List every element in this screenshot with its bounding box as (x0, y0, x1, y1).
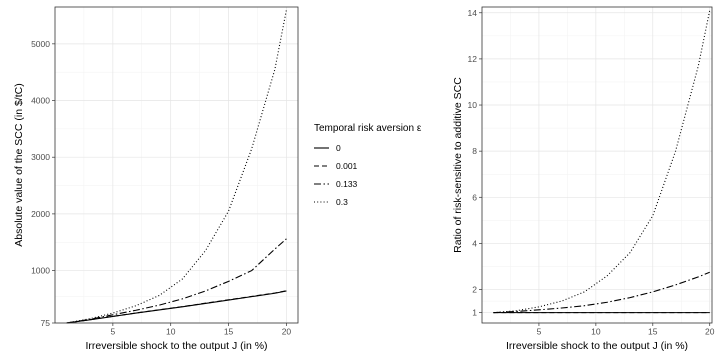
series-line-0-3 (493, 10, 711, 314)
x-tick-label: 10 (166, 327, 176, 337)
legend-label: 0.001 (336, 161, 358, 171)
plot-area (482, 7, 712, 323)
x-tick-label: 20 (705, 327, 715, 337)
y-axis-title: Ratio of risk-sensitive to additive SCC (452, 77, 464, 253)
y-tick-label: 4 (472, 238, 477, 248)
legend: Temporal risk aversion ε 0 0.001 0.133 0.3 (314, 123, 422, 207)
x-axis-title: Irreversible shock to the output J (in %… (85, 340, 267, 352)
y-tick-label: 6 (472, 192, 477, 202)
series-line-0-3 (66, 9, 287, 324)
x-tick-label: 15 (648, 327, 658, 337)
y-tick-label: 2 (472, 285, 477, 295)
y-tick-label: 12 (468, 54, 478, 64)
y-axis-title: Absolute value of the SCC (in $/tC) (13, 83, 25, 246)
series-line-0-133 (493, 271, 710, 314)
y-tick-label: 1 (472, 308, 477, 318)
y-tick-label: 3000 (31, 152, 50, 162)
x-tick-label: 10 (591, 327, 601, 337)
y-tick-label: 10 (468, 100, 478, 110)
x-tick-label: 5 (537, 327, 542, 337)
series-line-0-001 (66, 290, 287, 324)
x-tick-label: 15 (224, 327, 234, 337)
legend-title: Temporal risk aversion ε (314, 123, 422, 134)
y-tick-label: 1000 (31, 266, 50, 276)
legend-label: 0.3 (336, 197, 348, 207)
y-tick-label: 2000 (31, 209, 50, 219)
y-tick-label: 4000 (31, 96, 50, 106)
y-tick-label: 14 (468, 8, 478, 18)
legend-label: 0 (336, 143, 341, 153)
y-tick-label: 5000 (31, 39, 50, 49)
panel-border (481, 6, 713, 324)
legend-label: 0.133 (336, 179, 358, 189)
panel-border (54, 6, 299, 324)
y-tick-label: 75 (41, 318, 51, 328)
x-axis-title: Irreversible shock to the output J (in %… (506, 340, 688, 352)
left-chart: 5 10 15 20 75 1000 2000 3000 4000 5000 Irreversibl… (13, 6, 299, 352)
x-tick-label: 5 (110, 327, 115, 337)
plot-area (55, 7, 298, 323)
series-line-0-133 (66, 238, 287, 324)
x-tick-label: 20 (282, 327, 292, 337)
y-tick-label: 8 (472, 146, 477, 156)
